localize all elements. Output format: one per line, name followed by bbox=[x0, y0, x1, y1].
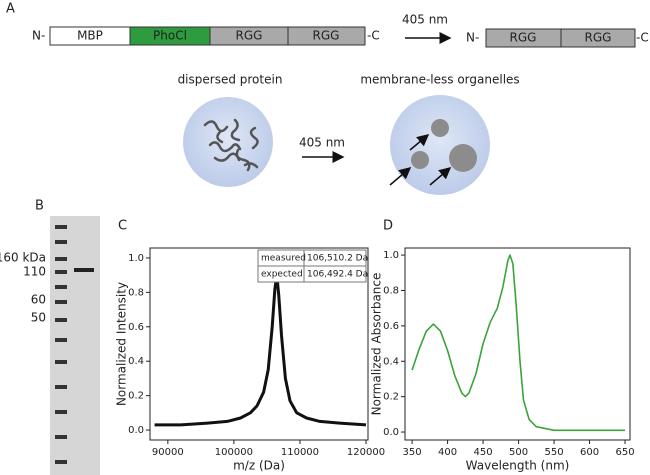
x-tick-label: 550 bbox=[545, 447, 564, 458]
y-tick-label: 1.0 bbox=[128, 253, 144, 264]
droplet bbox=[449, 144, 477, 172]
x-tick-label: 350 bbox=[403, 447, 422, 458]
protein-squiggles bbox=[203, 118, 259, 172]
x-axis-label: Wavelength (nm) bbox=[466, 459, 570, 473]
arrow bbox=[409, 134, 430, 151]
ladder-band bbox=[55, 410, 67, 414]
ladder-band bbox=[55, 360, 67, 364]
y-axis-label: Normalized Absorbance bbox=[370, 273, 384, 416]
x-tick-label: 100000 bbox=[215, 447, 253, 458]
y-tick-label: 0.2 bbox=[128, 391, 144, 402]
x-tick-label: 650 bbox=[615, 447, 634, 458]
marker-label: 50 bbox=[31, 311, 46, 325]
domain-label: RGG bbox=[313, 29, 340, 43]
table-text: expected bbox=[261, 270, 303, 280]
y-tick-label: 0.0 bbox=[383, 427, 399, 438]
sample-band bbox=[74, 268, 94, 272]
ladder-band bbox=[55, 385, 67, 389]
arrow bbox=[389, 167, 412, 186]
marker-label: 110 bbox=[23, 265, 46, 279]
ladder-band bbox=[55, 285, 67, 289]
ladder-band bbox=[55, 257, 67, 261]
domain-label: RGG bbox=[236, 29, 263, 43]
y-tick-label: 0.8 bbox=[383, 285, 399, 296]
ladder-band bbox=[55, 240, 67, 244]
marker-label: 160 kDa bbox=[0, 251, 46, 265]
x-tick-label: 110000 bbox=[281, 447, 319, 458]
c-terminus: -C bbox=[636, 31, 649, 45]
cell bbox=[183, 97, 273, 187]
x-tick-label: 400 bbox=[438, 447, 457, 458]
x-tick-label: 90000 bbox=[152, 447, 184, 458]
light-label: 405 nm bbox=[299, 136, 345, 150]
caption: dispersed protein bbox=[178, 73, 283, 87]
x-tick-label: 120000 bbox=[347, 447, 385, 458]
ladder-band bbox=[55, 460, 67, 464]
x-tick-label: 500 bbox=[509, 447, 528, 458]
y-tick-label: 0.8 bbox=[128, 287, 144, 298]
droplet bbox=[411, 151, 429, 169]
marker-label: 60 bbox=[31, 293, 46, 307]
table-text: measured bbox=[261, 254, 306, 264]
domain-label: PhoCl bbox=[153, 29, 187, 43]
ladder-band bbox=[55, 270, 67, 274]
panel-label: D bbox=[383, 219, 393, 234]
n-terminus: N- bbox=[466, 31, 479, 45]
y-tick-label: 0.6 bbox=[383, 321, 399, 332]
data-line bbox=[411, 254, 625, 432]
table-text: 106,510.2 Da bbox=[307, 254, 368, 264]
y-tick-label: 0.2 bbox=[383, 392, 399, 403]
light-label: 405 nm bbox=[402, 13, 448, 27]
y-tick-label: 1.0 bbox=[383, 250, 399, 261]
y-tick-label: 0.0 bbox=[128, 425, 144, 436]
panel-label: C bbox=[118, 219, 127, 234]
cell bbox=[390, 95, 490, 195]
domain-label: MBP bbox=[77, 29, 103, 43]
plot-frame bbox=[404, 247, 631, 441]
ladder-band bbox=[55, 435, 67, 439]
droplet bbox=[431, 119, 449, 137]
arrow bbox=[429, 167, 452, 186]
y-axis-label: Normalized Intensity bbox=[115, 282, 129, 406]
c-terminus: -C bbox=[367, 29, 380, 43]
ladder-band bbox=[55, 300, 67, 304]
plot-frame bbox=[149, 247, 369, 441]
panel-label: A bbox=[6, 2, 15, 17]
y-tick-label: 0.4 bbox=[128, 356, 144, 367]
construct: MBP PhoCl RGG RGG bbox=[49, 26, 366, 46]
table-text: 106,492.4 Da bbox=[307, 270, 368, 280]
panel-label: B bbox=[35, 199, 44, 214]
caption: membrane-less organelles bbox=[360, 73, 519, 87]
ladder-band bbox=[55, 338, 67, 342]
data-line bbox=[154, 273, 367, 427]
ladder-band bbox=[55, 318, 67, 322]
x-tick-label: 600 bbox=[580, 447, 599, 458]
domain-box bbox=[560, 28, 636, 48]
x-tick-label: 450 bbox=[474, 447, 493, 458]
y-tick-label: 0.6 bbox=[128, 322, 144, 333]
ladder bbox=[55, 225, 67, 464]
domain-box bbox=[287, 26, 366, 46]
x-axis-label: m/z (Da) bbox=[233, 459, 285, 473]
ladder-band bbox=[55, 225, 67, 229]
domain-label: RGG bbox=[585, 31, 612, 45]
table-cell bbox=[303, 265, 367, 283]
domain-label: RGG bbox=[510, 31, 537, 45]
n-terminus: N- bbox=[32, 29, 45, 43]
y-tick-label: 0.4 bbox=[383, 356, 399, 367]
